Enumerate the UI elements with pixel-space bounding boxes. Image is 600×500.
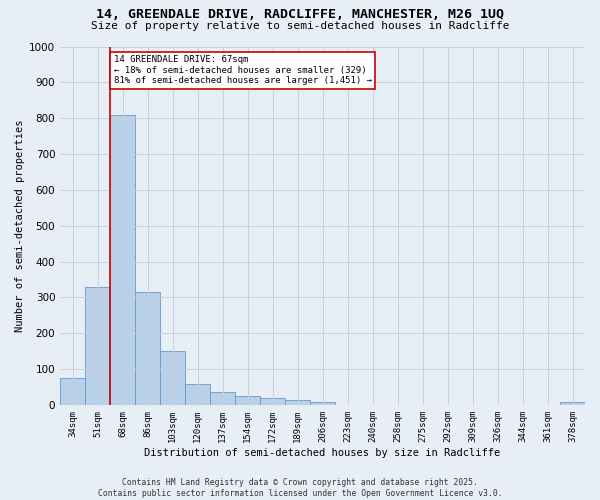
Bar	[260, 398, 285, 405]
Bar	[210, 392, 235, 405]
Text: 14 GREENDALE DRIVE: 67sqm
← 18% of semi-detached houses are smaller (329)
81% of: 14 GREENDALE DRIVE: 67sqm ← 18% of semi-…	[114, 56, 372, 86]
Bar	[285, 400, 310, 405]
Bar	[185, 384, 210, 405]
Y-axis label: Number of semi-detached properties: Number of semi-detached properties	[15, 120, 25, 332]
Bar	[60, 378, 85, 405]
Bar	[135, 292, 160, 405]
Bar	[110, 114, 135, 405]
X-axis label: Distribution of semi-detached houses by size in Radcliffe: Distribution of semi-detached houses by …	[145, 448, 501, 458]
Text: Contains HM Land Registry data © Crown copyright and database right 2025.
Contai: Contains HM Land Registry data © Crown c…	[98, 478, 502, 498]
Bar	[85, 286, 110, 405]
Text: Size of property relative to semi-detached houses in Radcliffe: Size of property relative to semi-detach…	[91, 21, 509, 31]
Bar	[560, 402, 585, 405]
Bar	[235, 396, 260, 405]
Text: 14, GREENDALE DRIVE, RADCLIFFE, MANCHESTER, M26 1UQ: 14, GREENDALE DRIVE, RADCLIFFE, MANCHEST…	[96, 8, 504, 20]
Bar	[160, 351, 185, 405]
Bar	[310, 402, 335, 405]
